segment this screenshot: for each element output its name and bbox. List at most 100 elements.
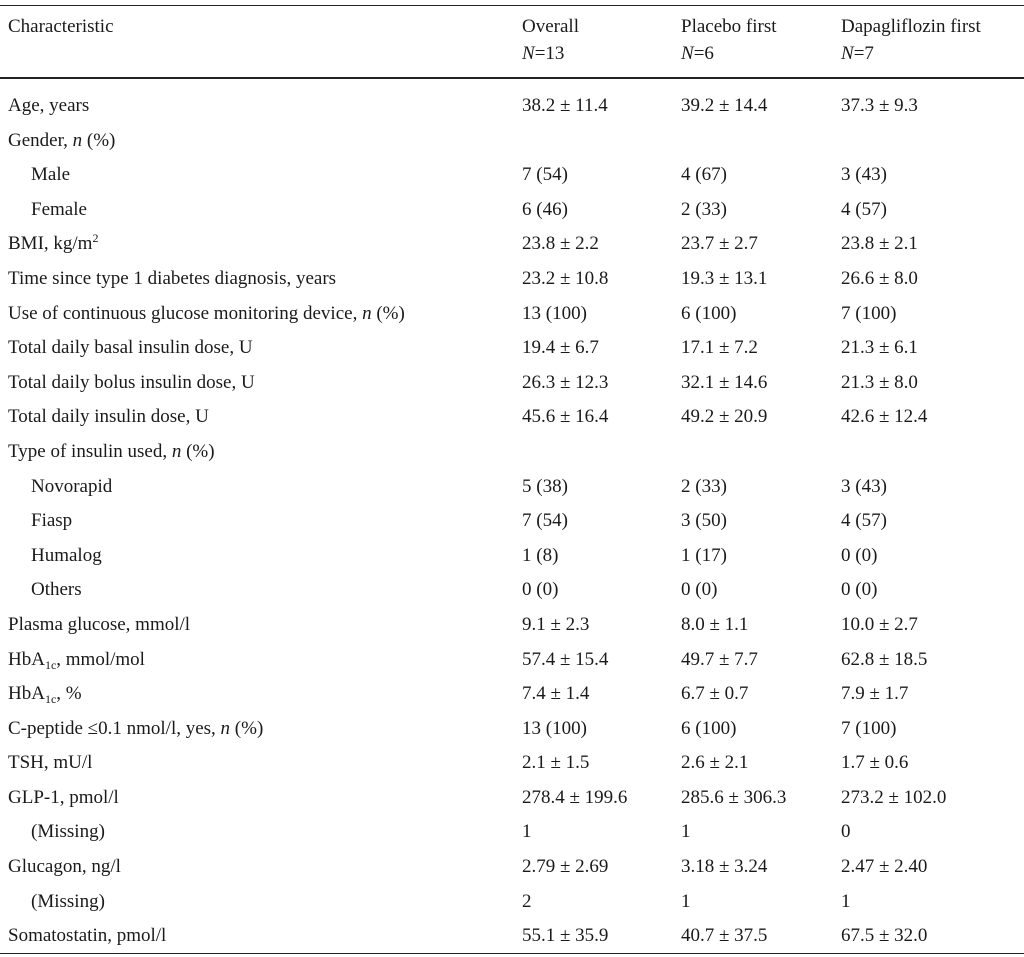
row-label-subscript: 1c (44, 692, 57, 707)
row-label-text: BMI, kg/m (8, 233, 93, 255)
overall-value: 38.2 ± 11.4 (522, 95, 608, 116)
table-row: Total daily basal insulin dose, U 19.4 ± … (0, 331, 1024, 366)
row-label: BMI, kg/m2 (8, 227, 98, 262)
overall-value: 5 (38) (522, 475, 568, 497)
dapagliflozin-first-value: 23.8 ± 2.1 (841, 233, 918, 255)
header-dapa-n: N=7 (841, 43, 874, 64)
table-row: TSH, mU/l 2.1 ± 1.5 2.6 ± 2.1 1.7 ± 0.6 (0, 746, 1024, 781)
row-label: GLP-1, pmol/l (8, 781, 119, 816)
overall-value: 7 (54) (522, 510, 568, 532)
row-label: Total daily insulin dose, U (8, 400, 209, 435)
table-row: Glucagon, ng/l 2.79 ± 2.69 3.18 ± 3.24 2.47… (0, 850, 1024, 885)
header-dapagliflozin-first: Dapagliflozin first N=7 (841, 13, 981, 67)
table-row: Use of continuous glucose monitoring dev… (0, 297, 1024, 332)
row-label: Age, years (8, 89, 89, 124)
table-header-rule (0, 77, 1024, 79)
header-characteristic: Characteristic (8, 13, 114, 40)
dapagliflozin-first-value: 67.5 ± 32.0 (841, 925, 928, 947)
table-row: Male 7 (54) 4 (67) 3 (43) (0, 158, 1024, 193)
placebo-first-value: 285.6 ± 306.3 (681, 786, 787, 808)
dapagliflozin-first-value: 10.0 ± 2.7 (841, 613, 918, 635)
table-row: Others 0 (0) 0 (0) 0 (0) (0, 573, 1024, 608)
overall-value: 2.79 ± 2.69 (522, 856, 609, 878)
row-label-text: Plasma glucose, mmol/l (8, 613, 191, 635)
row-label-text: (%) (371, 302, 405, 324)
overall-value: 13 (100) (522, 717, 587, 739)
row-label-text: Glucagon, ng/l (8, 856, 121, 878)
table-row: Humalog 1 (8) 1 (17) 0 (0) (0, 539, 1024, 574)
placebo-first-value: 1 (681, 821, 691, 843)
row-label: Others (31, 573, 82, 608)
dapagliflozin-first-value: 2.47 ± 2.40 (841, 856, 928, 878)
header-overall: Overall N=13 (522, 13, 579, 67)
placebo-first-value: 6.7 ± 0.7 (681, 683, 749, 705)
row-label-text: , % (56, 683, 82, 705)
row-label-text: GLP-1, pmol/l (8, 786, 119, 808)
row-label-text: Total daily bolus insulin dose, U (8, 371, 255, 393)
placebo-first-value: 0 (0) (681, 579, 718, 601)
header-characteristic-label: Characteristic (8, 16, 114, 37)
table-row: Time since type 1 diabetes diagnosis, ye… (0, 262, 1024, 297)
row-label-italic: n (171, 440, 182, 462)
dapagliflozin-first-value: 1.7 ± 0.6 (841, 752, 909, 774)
placebo-first-value: 23.7 ± 2.7 (681, 233, 758, 255)
overall-value: 7.4 ± 1.4 (522, 683, 590, 705)
row-label-text: Total daily insulin dose, U (8, 406, 209, 428)
row-label-text: Age, years (8, 95, 90, 116)
dapagliflozin-first-value: 0 (0) (841, 579, 878, 601)
placebo-first-value: 6 (100) (681, 302, 737, 324)
row-label-text: Use of continuous glucose monitoring dev… (8, 302, 363, 324)
table-top-rule (0, 5, 1024, 6)
header-overall-n: N=13 (522, 43, 565, 64)
row-label-text: Female (31, 198, 87, 220)
table-row: BMI, kg/m2 23.8 ± 2.2 23.7 ± 2.7 23.8 ± 2.1 (0, 227, 1024, 262)
row-label-text: (Missing) (31, 821, 105, 843)
table-header: Characteristic Overall N=13 Placebo firs… (0, 13, 1024, 73)
dapagliflozin-first-value: 42.6 ± 12.4 (841, 406, 928, 428)
row-label: Total daily basal insulin dose, U (8, 331, 253, 366)
row-label-text: Type of insulin used, (8, 440, 172, 462)
row-label: Novorapid (31, 470, 112, 505)
placebo-first-value: 19.3 ± 13.1 (681, 267, 768, 289)
row-label-text: (Missing) (31, 890, 105, 912)
row-label: Gender, n (%) (8, 124, 115, 159)
placebo-first-value: 32.1 ± 14.6 (681, 371, 768, 393)
placebo-first-value: 49.2 ± 20.9 (681, 406, 768, 428)
placebo-first-value: 3.18 ± 3.24 (681, 856, 768, 878)
overall-value: 2 (522, 890, 532, 912)
row-label-text: Others (31, 579, 82, 601)
dapagliflozin-first-value: 3 (43) (841, 164, 887, 186)
table-row: C-peptide ≤0.1 nmol/l, yes, n (%) 13 (100… (0, 712, 1024, 747)
row-label: C-peptide ≤0.1 nmol/l, yes, n (%) (8, 712, 263, 747)
dapagliflozin-first-value: 1 (841, 890, 851, 912)
placebo-first-value: 1 (17) (681, 544, 727, 566)
table-row: Gender, n (%) (0, 124, 1024, 159)
placebo-first-value: 49.7 ± 7.7 (681, 648, 758, 670)
overall-value: 23.2 ± 10.8 (522, 267, 609, 289)
row-label-text: C-peptide ≤0.1 nmol/l, yes, (8, 717, 221, 739)
row-label-text: Time since type 1 diabetes diagnosis, ye… (8, 267, 337, 289)
table-row: GLP-1, pmol/l 278.4 ± 199.6 285.6 ± 306.3 2… (0, 781, 1024, 816)
table-row: Type of insulin used, n (%) (0, 435, 1024, 470)
dapagliflozin-first-value: 3 (43) (841, 475, 887, 497)
table-row: Somatostatin, pmol/l 55.1 ± 35.9 40.7 ± 37… (0, 919, 1024, 954)
dapagliflozin-first-value: 7 (100) (841, 302, 897, 324)
overall-value: 23.8 ± 2.2 (522, 233, 599, 255)
overall-value: 9.1 ± 2.3 (522, 613, 590, 635)
row-label-text: HbA (8, 648, 45, 670)
row-label-text: Male (31, 164, 71, 186)
row-label: Glucagon, ng/l (8, 850, 121, 885)
row-label: Type of insulin used, n (%) (8, 435, 215, 470)
overall-value: 57.4 ± 15.4 (522, 648, 609, 670)
dapagliflozin-first-value: 7.9 ± 1.7 (841, 683, 909, 705)
header-placebo-n: N=6 (681, 43, 714, 64)
table-bottom-rule (0, 953, 1024, 954)
row-label-text: (%) (230, 717, 264, 739)
overall-value: 7 (54) (522, 164, 568, 186)
overall-value: 0 (0) (522, 579, 559, 601)
row-label-text: HbA (8, 683, 45, 705)
table-body: Age, years 38.2 ± 11.4 39.2 ± 14.4 37.3 ± 9… (0, 89, 1024, 954)
placebo-first-value: 2 (33) (681, 475, 727, 497)
placebo-first-value: 39.2 ± 14.4 (681, 95, 768, 116)
table-row: Age, years 38.2 ± 11.4 39.2 ± 14.4 37.3 ± 9… (0, 89, 1024, 124)
